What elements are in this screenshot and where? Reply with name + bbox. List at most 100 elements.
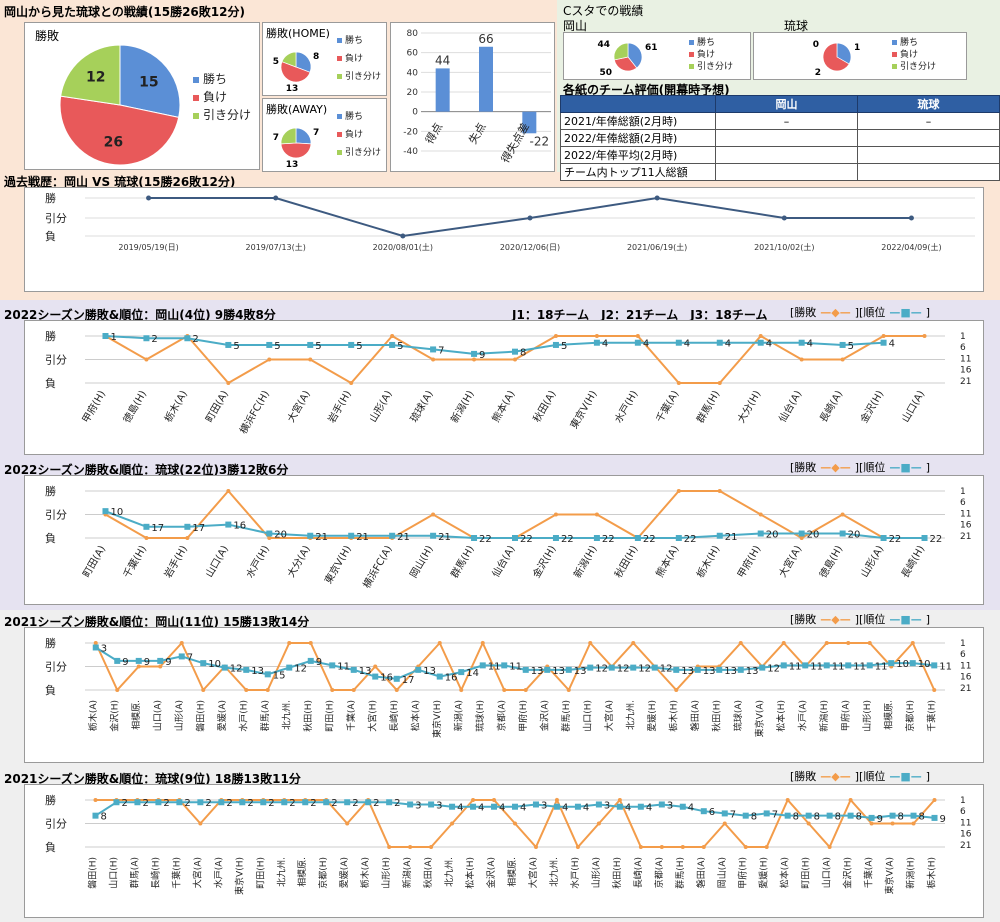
cstadium-ryukyu-panel: 0 1 2 勝ち 負け 引き分け [753, 32, 967, 80]
rank-point [552, 535, 559, 541]
rank-point [634, 339, 641, 346]
rank-value-label: 11 [789, 661, 802, 672]
result-point [201, 688, 206, 692]
legend-swatch-lose [337, 132, 342, 137]
y-tick-label: 20 [407, 88, 419, 98]
rank-point [798, 339, 805, 346]
legend-close-bracket: ] [925, 461, 931, 474]
rank-value-label: 4 [562, 803, 568, 814]
rank-point [218, 799, 225, 806]
result-point [932, 688, 937, 692]
rank-point [266, 341, 273, 348]
rank-point [679, 803, 686, 810]
rank-point [221, 664, 228, 671]
team-label: 東京V(A) [884, 857, 896, 894]
rank-point [372, 673, 379, 680]
team-label: 琉球(A) [732, 700, 744, 731]
result-point [308, 357, 313, 362]
rank-point [673, 666, 680, 673]
rank-value-label: 8 [520, 348, 526, 359]
result-point [659, 845, 664, 849]
rank-point [143, 335, 150, 342]
rank-point [798, 530, 805, 537]
rank-value-label: 21 [725, 532, 738, 543]
team-label: 松本(A) [409, 700, 421, 731]
legend-label: 勝ち [345, 34, 363, 46]
team-label: 横浜FC(A) [360, 543, 395, 591]
rank-value-label: 22 [520, 534, 533, 545]
rank-tick-label: 1 [960, 639, 966, 649]
rank-value-label: 16 [380, 673, 393, 684]
pie-value-label-draw: 7 [273, 133, 279, 143]
rank-value-label: 20 [274, 530, 287, 541]
team-label: 岡山(H) [408, 543, 436, 580]
team-label: 甲府(H) [734, 543, 763, 580]
rank-point [134, 799, 141, 806]
rank-point [225, 341, 232, 348]
rank-value-label: 16 [233, 521, 246, 532]
pie-slice-draw [60, 44, 121, 106]
result-point [93, 641, 98, 645]
eval-row-label: 2022/年俸総額(2月時) [560, 129, 716, 147]
legend-label: 負け [900, 48, 918, 60]
result-point [674, 688, 679, 692]
eval-row-okayama [715, 146, 858, 164]
rank-value-label: 2 [394, 798, 400, 809]
legend-label: 負け [203, 90, 227, 104]
result-point [472, 357, 477, 362]
team-label: 大宮(H) [366, 700, 378, 732]
x-tick-label: 失点 [466, 121, 488, 147]
rank-point [608, 664, 615, 671]
rank-value-label: 11 [939, 661, 952, 672]
team-label: 山形(A) [858, 543, 886, 579]
rank-value-label: 7 [730, 809, 736, 820]
history-point [781, 215, 787, 221]
team-label: 山口(A) [899, 388, 927, 424]
pie-slice-win [295, 51, 312, 73]
rank-point [880, 535, 887, 541]
legend-swatch-draw [193, 113, 199, 119]
rank-value-label: 2 [226, 798, 232, 809]
pie-value-label-win: 7 [313, 128, 319, 138]
rank-value-label: 11 [509, 661, 522, 672]
legend-result-marker: —◆— [820, 306, 851, 319]
team-label: 東京V(H) [567, 388, 599, 431]
season4-legend: [勝敗 —◆—][順位 —■—] [790, 768, 930, 784]
home-pie-panel: 勝敗(HOME) 8 5 13 勝ち 負け 引き分け [262, 22, 387, 96]
rank-point [931, 662, 938, 669]
rank-point [839, 341, 846, 348]
y-label: 引分 [45, 353, 67, 367]
rank-value-label: 22 [643, 534, 656, 545]
rank-value-label: 4 [725, 339, 731, 350]
pie-slice-win [295, 127, 312, 145]
result-point [226, 489, 231, 493]
team-label: 岡山(A) [717, 857, 728, 888]
rank-point [823, 662, 830, 669]
team-label: 長崎(H) [149, 857, 161, 889]
result-point [594, 512, 599, 517]
result-point [533, 845, 538, 849]
result-point [553, 512, 558, 517]
team-label: 千葉(A) [653, 388, 682, 425]
team-label: 町田(H) [801, 857, 812, 889]
team-label: 栃木(A) [87, 700, 99, 731]
result-point [806, 821, 811, 826]
rank-tick-label: 21 [960, 841, 971, 851]
rank-value-label: 5 [356, 341, 362, 352]
team-label: 京都(A) [653, 857, 665, 888]
rank-value-label: 14 [466, 668, 479, 679]
team-label: 北九州. [444, 857, 455, 887]
rank-value-label: 3 [415, 800, 421, 811]
rank-point [553, 803, 560, 810]
team-label: 岩手(H) [161, 543, 190, 580]
history-date-label: 2021/06/19(土) [627, 242, 687, 252]
rank-value-label: 13 [359, 666, 372, 677]
legend-swatch-win [337, 114, 342, 119]
season2-legend: [勝敗 —◆—][順位 —■—] [790, 459, 930, 475]
rank-value-label: 5 [397, 341, 403, 352]
rank-point [365, 799, 372, 806]
team-label: 町田(H) [324, 700, 335, 732]
